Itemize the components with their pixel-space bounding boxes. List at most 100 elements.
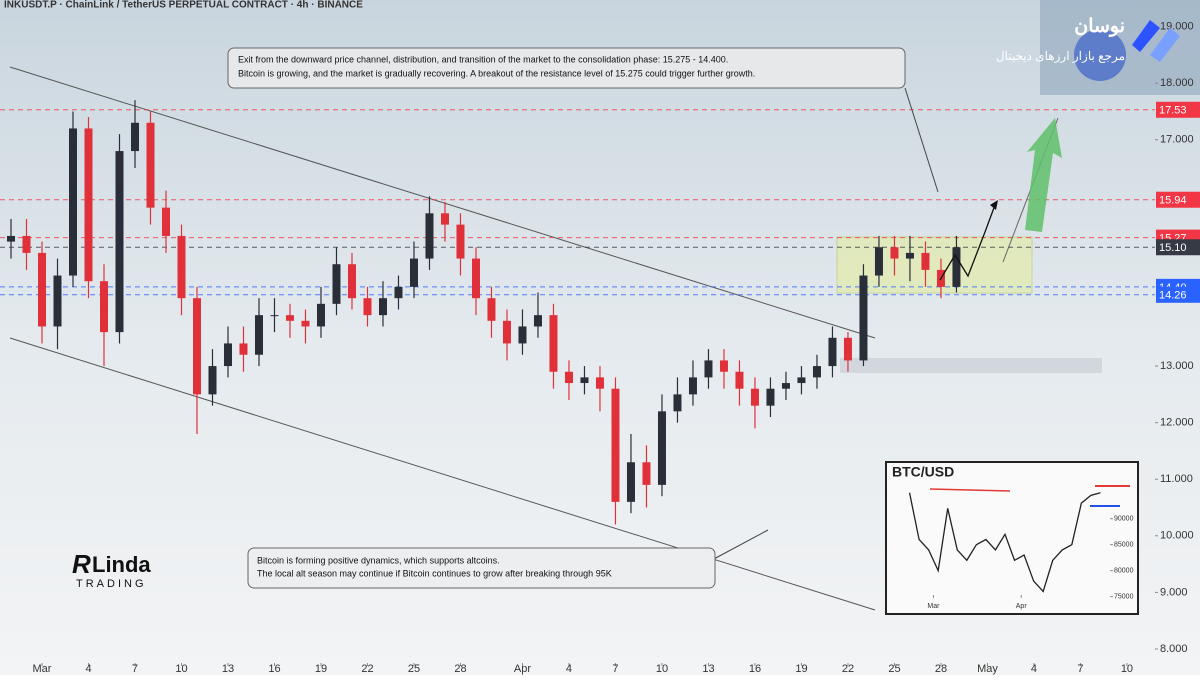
consolidation-zone	[836, 236, 1033, 294]
candle-body	[704, 360, 713, 378]
annotation: Exit from the downward price channel, di…	[238, 54, 728, 64]
y-tick-label: 8.000	[1160, 643, 1188, 655]
annotation: Bitcoin is growing, and the market is gr…	[238, 68, 755, 78]
x-tick-label: 13	[702, 663, 714, 675]
candle-body	[518, 326, 527, 344]
annotation-box	[227, 47, 906, 89]
candle-body	[115, 151, 124, 333]
y-tick-label: 17.000	[1160, 134, 1194, 146]
candle-body	[549, 315, 558, 372]
price-line	[908, 492, 1101, 593]
logo: Linda	[92, 552, 151, 577]
callout-pointer	[904, 87, 939, 193]
candle-body	[239, 343, 248, 355]
x-tick-label: 22	[361, 663, 373, 675]
y-tick-label: 11.000	[1160, 473, 1193, 485]
candle-body	[332, 264, 341, 304]
x-tick-label: 16	[749, 663, 761, 675]
y-tick-label: 19.000	[1160, 20, 1194, 32]
brand-tagline: مرجع بازار ارزهای دیجیتال	[996, 49, 1125, 63]
candle-body	[84, 128, 93, 282]
candle-body	[828, 337, 837, 367]
candle-body	[161, 207, 170, 236]
candle-body	[22, 235, 31, 253]
annotation: Bitcoin is forming positive dynamics, wh…	[257, 555, 500, 565]
x-tick-label: 16	[268, 663, 280, 675]
y-tick-label: 80000	[1114, 567, 1134, 574]
candle-body	[921, 252, 930, 270]
annotation-box	[247, 547, 716, 589]
candle-body	[177, 235, 186, 299]
candle-body	[285, 315, 294, 321]
candle-body	[781, 383, 790, 389]
x-tick-label: May	[977, 663, 998, 675]
channel-top	[9, 66, 876, 339]
x-tick-label: 13	[222, 663, 234, 675]
x-tick-label: 22	[842, 663, 854, 675]
candle-body	[533, 315, 542, 327]
arrow-head	[990, 200, 998, 210]
support-zone	[840, 358, 1102, 373]
logo-sub: TRADING	[76, 578, 147, 590]
brand-mark	[1132, 20, 1160, 52]
candle-body	[719, 360, 728, 372]
brand-mark	[1150, 28, 1180, 62]
x-tick-label: Apr	[514, 663, 531, 675]
candle-body	[502, 320, 511, 344]
x-tick-label: 25	[888, 663, 900, 675]
candle-body	[874, 247, 883, 276]
candle-body	[843, 337, 852, 361]
price-badge	[1156, 101, 1200, 118]
up-arrow	[1025, 118, 1062, 232]
candle-body	[409, 258, 418, 287]
x-tick-label: 10	[656, 663, 668, 675]
y-tick-label: 75000	[1114, 593, 1134, 600]
candle-body	[146, 122, 155, 208]
candle-body	[688, 377, 697, 395]
candle-body	[363, 298, 372, 316]
candle-body	[595, 377, 604, 389]
candle-body	[580, 377, 589, 384]
price-label: 14.26	[1159, 290, 1187, 302]
x-tick-label: 4	[1031, 663, 1037, 675]
inset-frame	[885, 461, 1139, 615]
y-tick-label: 90000	[1114, 516, 1134, 523]
y-tick-label: 12.000	[1160, 417, 1194, 429]
price-label: 15.10	[1159, 242, 1187, 254]
candle-body	[270, 315, 279, 317]
candle-body	[7, 235, 16, 242]
candle-body	[99, 281, 108, 333]
candle-body	[192, 298, 201, 395]
x-tick-label: 7	[132, 663, 138, 675]
price-label: 15.94	[1159, 195, 1187, 207]
y-tick-label: 10.000	[1160, 530, 1194, 542]
candle-body	[859, 275, 868, 361]
candle-body	[735, 371, 744, 389]
candle-body	[626, 462, 635, 502]
y-tick-label: 85000	[1114, 542, 1134, 549]
x-tick-label: Mar	[927, 603, 940, 610]
candle-body	[208, 366, 217, 395]
logo-r: R	[72, 549, 91, 579]
inset-title: BTC/USD	[892, 464, 954, 480]
y-tick-label: 13.000	[1160, 360, 1194, 372]
brand-name: نوسان	[1074, 16, 1125, 37]
candle-body	[750, 388, 759, 406]
candle-body	[223, 343, 232, 367]
x-tick-label: 25	[408, 663, 420, 675]
y-tick-label: 18.000	[1160, 77, 1194, 89]
x-tick-label: 28	[935, 663, 947, 675]
x-tick-label: 10	[175, 663, 187, 675]
candle-body	[456, 224, 465, 259]
x-tick-label: 19	[795, 663, 807, 675]
main-plot: 19.000 18.000 17.000 13.000 12.000 11.000 10.0…	[0, 20, 1200, 675]
price-label: 17.53	[1159, 105, 1187, 117]
candle-body	[611, 388, 620, 502]
price-badge	[1156, 239, 1200, 256]
price-badge	[1156, 286, 1200, 303]
brand-circle	[1074, 29, 1126, 81]
candle-body	[53, 275, 62, 327]
candle-body	[378, 298, 387, 316]
inset-plot: 75000 80000 85000 90000 Mar Apr	[908, 492, 1134, 610]
